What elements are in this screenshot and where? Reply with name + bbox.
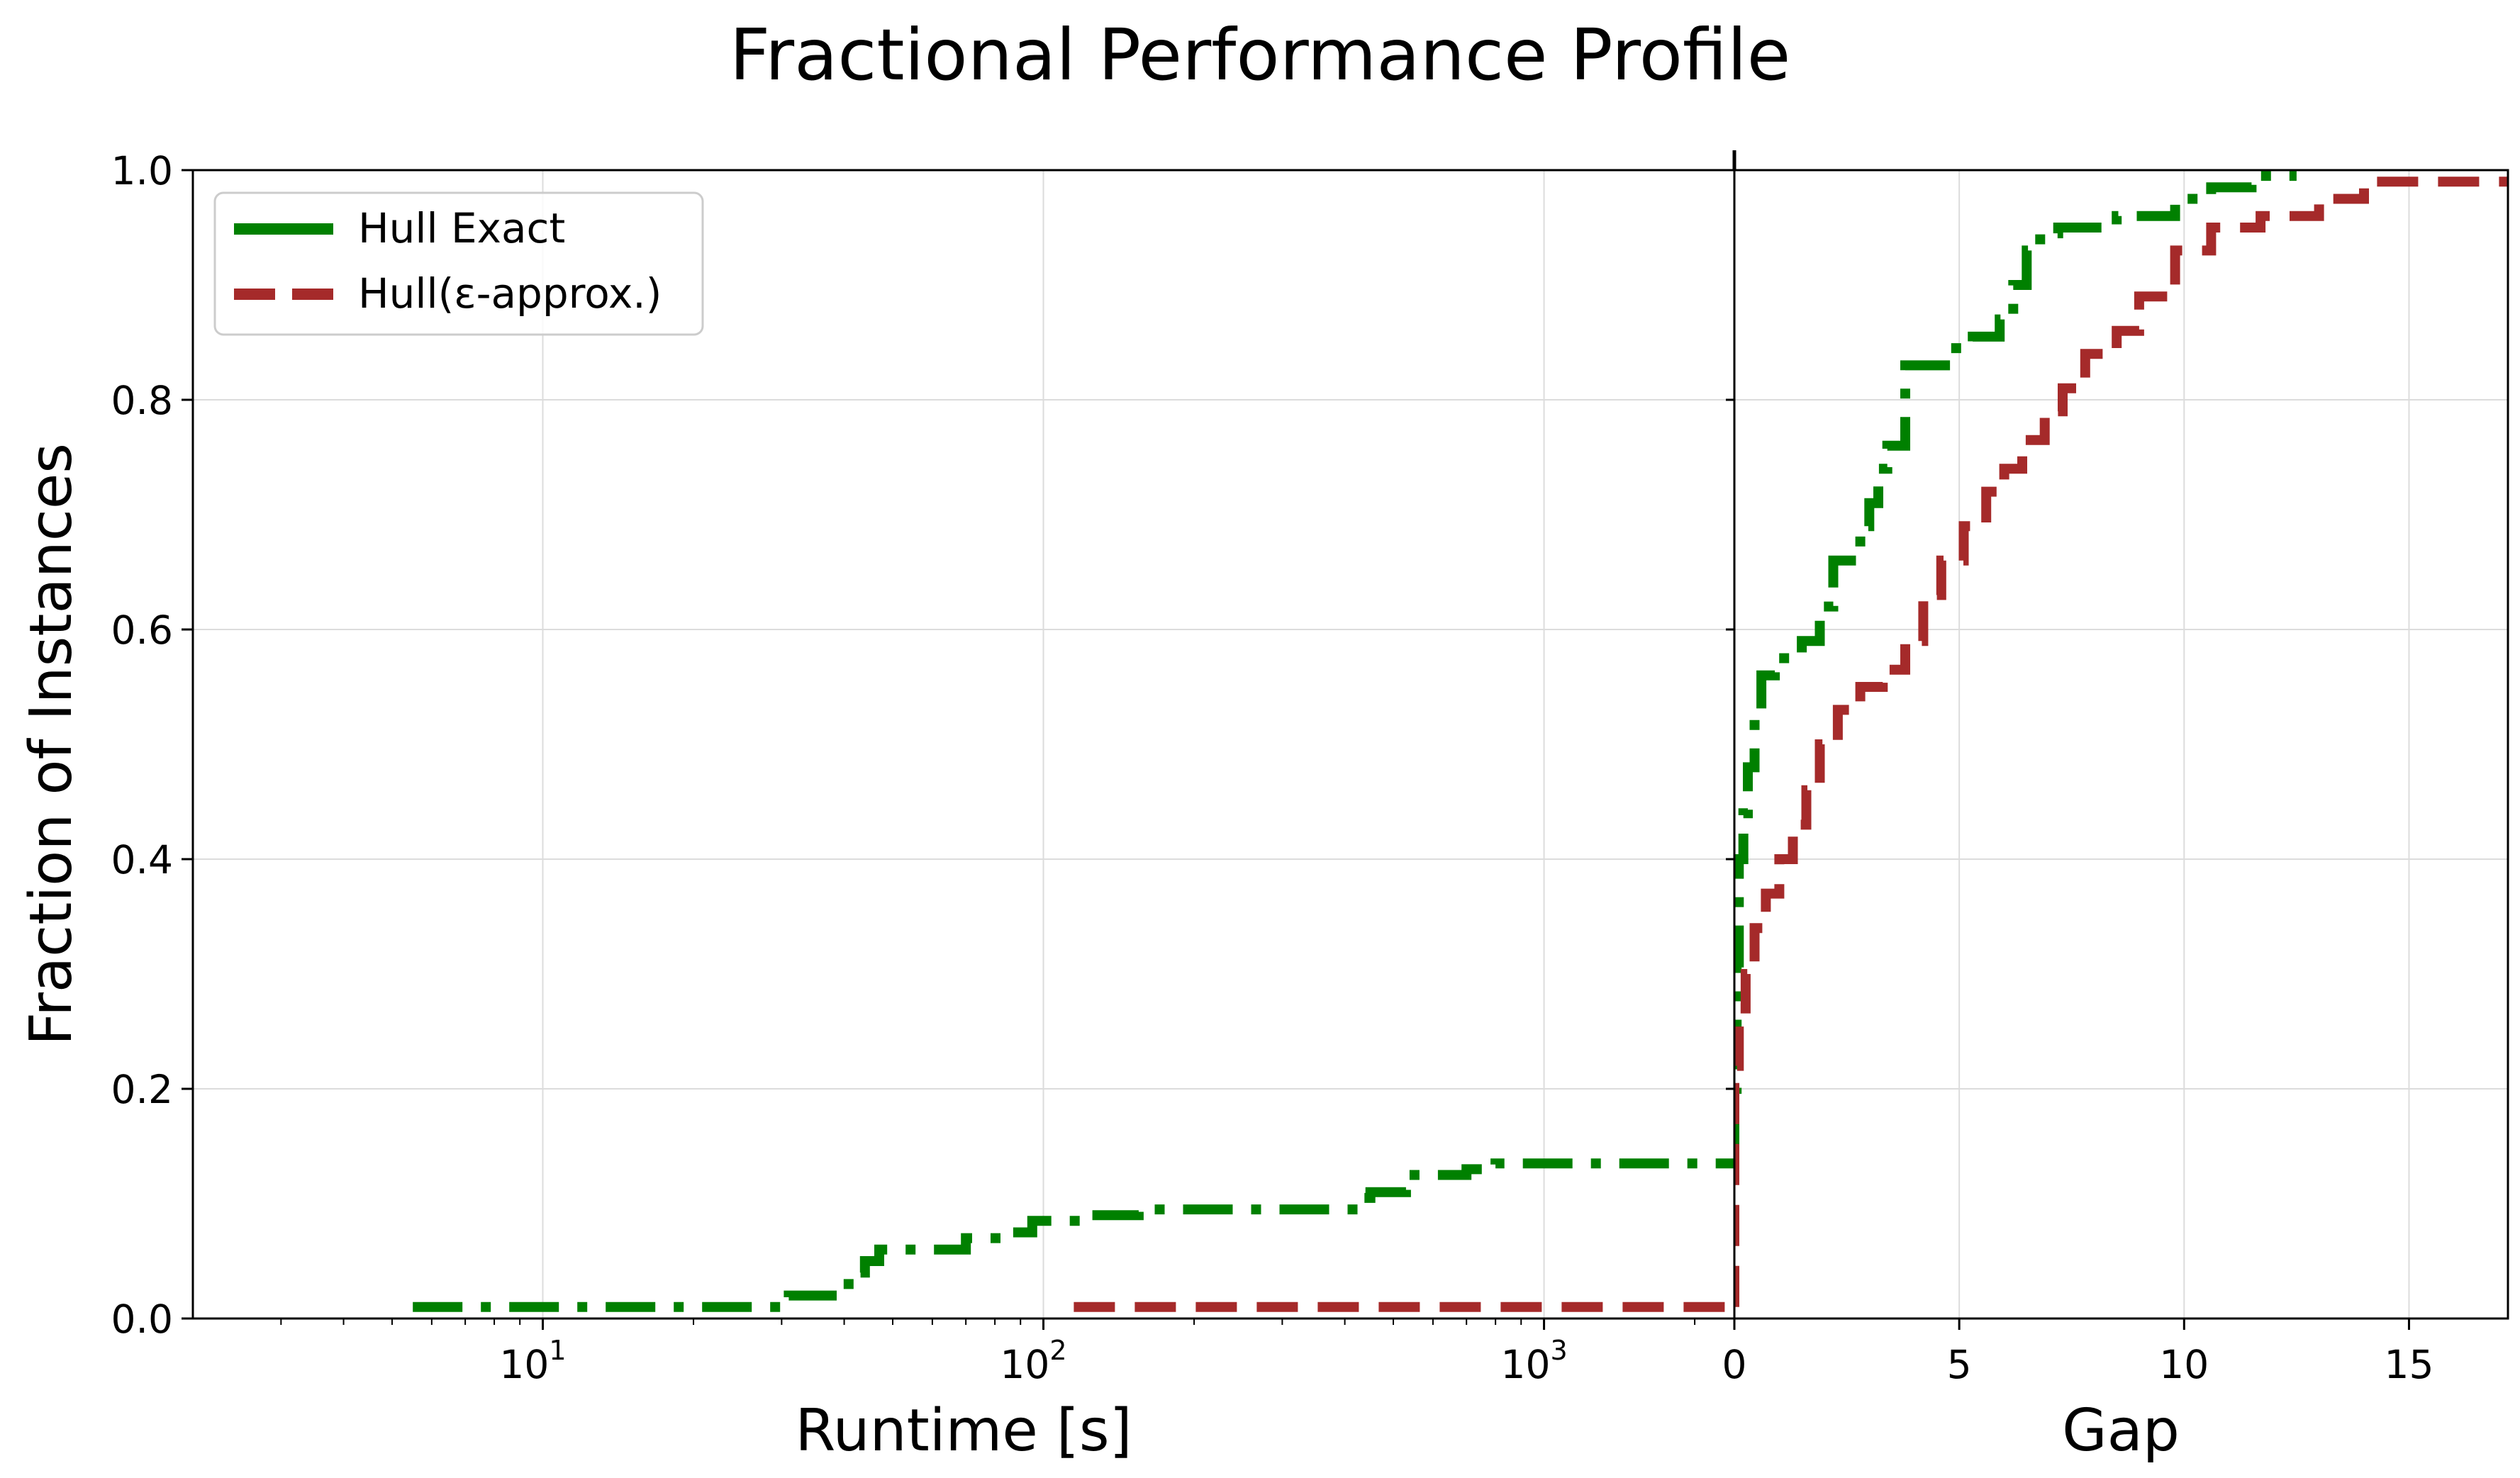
chart-title: Fractional Performance Profile (730, 13, 1790, 96)
series-lines (413, 171, 2508, 1312)
y-tick-label: 1.0 (111, 148, 173, 194)
runtime-tick-label: 102 (1000, 1335, 1066, 1387)
legend-label-hull-exact: Hull Exact (358, 204, 565, 252)
y-axis-ticks: 0.0 0.2 0.4 0.6 0.8 1.0 (111, 148, 1734, 1342)
gap-panel-frame (1733, 169, 2509, 1320)
plot-frames (191, 150, 2509, 1320)
x-axis-ticks: 101 102 103 0 5 10 15 (280, 1319, 2433, 1387)
series-hull-exact-gap-line (1734, 171, 2297, 1164)
gap-tick-label: 15 (2384, 1342, 2433, 1387)
y-tick-label: 0.0 (111, 1297, 173, 1342)
runtime-axis-label: Runtime [s] (795, 1397, 1132, 1465)
y-axis-label: Fraction of Instances (18, 443, 85, 1046)
y-tick-label: 0.2 (111, 1067, 173, 1112)
legend-label-hull-approx: Hull(ε-approx.) (358, 269, 662, 318)
y-tick-label: 0.8 (111, 378, 173, 423)
gap-tick-label: 5 (1947, 1342, 1972, 1387)
gap-tick-label: 10 (2159, 1342, 2209, 1387)
series-hull-exact-runtime-line (413, 1158, 1734, 1312)
gap-axis-label: Gap (2062, 1397, 2180, 1465)
legend: Hull Exact Hull(ε-approx.) (213, 191, 704, 336)
series-hull-approx-gap-line (1734, 177, 2508, 1307)
legend-box (213, 191, 704, 336)
runtime-panel-frame (191, 169, 1736, 1320)
gap-tick-label: 0 (1722, 1342, 1747, 1387)
runtime-tick-label: 103 (1500, 1335, 1567, 1387)
y-tick-label: 0.4 (111, 837, 173, 883)
runtime-tick-label: 101 (499, 1335, 566, 1387)
y-tick-label: 0.6 (111, 608, 173, 653)
grid-lines (193, 169, 2508, 1319)
